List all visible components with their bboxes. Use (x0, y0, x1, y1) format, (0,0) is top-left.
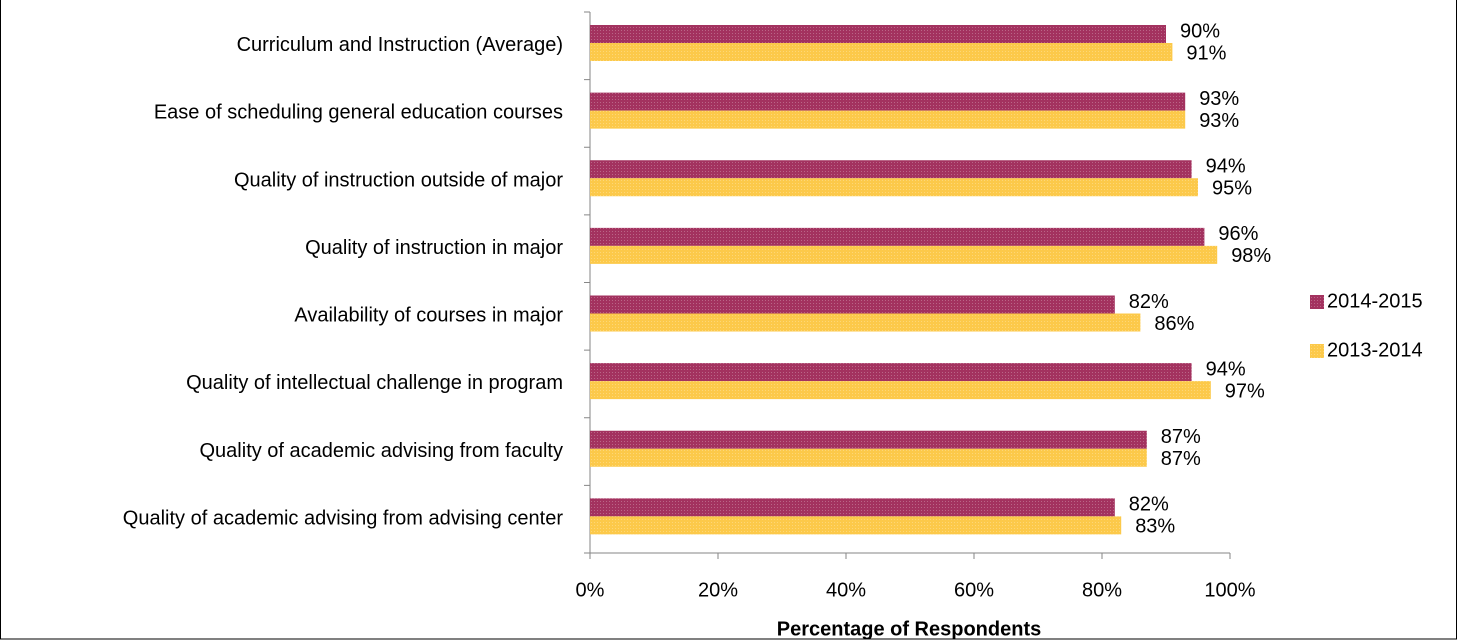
category-label: Quality of academic advising from facult… (200, 440, 564, 462)
category-label: Quality of instruction in major (305, 237, 563, 259)
bar-texture (590, 25, 1166, 43)
bar-texture (590, 178, 1198, 197)
bar-texture (590, 381, 1211, 400)
bar-texture (590, 295, 1115, 314)
bar-texture (590, 110, 1186, 129)
data-label: 86% (1154, 313, 1194, 335)
bar-texture (590, 313, 1141, 332)
data-label: 87% (1161, 426, 1201, 448)
bar-texture (590, 160, 1192, 179)
x-tick-label: 100% (1204, 579, 1255, 601)
x-axis-title: Percentage of Respondents (777, 618, 1042, 640)
x-tick-label: 60% (954, 579, 994, 601)
category-label: Availability of courses in major (294, 305, 563, 327)
category-label: Quality of instruction outside of major (234, 169, 563, 191)
category-label: Ease of scheduling general education cou… (154, 102, 563, 124)
data-label: 94% (1206, 358, 1246, 380)
data-label: 95% (1212, 178, 1252, 200)
x-tick-label: 20% (698, 579, 738, 601)
category-label: Quality of intellectual challenge in pro… (186, 372, 563, 394)
data-label: 83% (1135, 516, 1175, 538)
bar-texture (590, 43, 1173, 61)
data-label: 97% (1225, 380, 1265, 402)
bar-texture (590, 448, 1147, 467)
bar-texture (590, 245, 1218, 264)
data-label: 91% (1186, 42, 1226, 64)
legend-swatch-texture (1310, 344, 1324, 358)
bar-texture (590, 498, 1115, 517)
legend-label: 2014-2015 (1327, 290, 1423, 312)
bar-texture (590, 516, 1122, 535)
category-label: Quality of academic advising from advisi… (123, 507, 564, 529)
data-label: 93% (1199, 88, 1239, 110)
data-label: 93% (1199, 110, 1239, 132)
category-label: Curriculum and Instruction (Average) (237, 34, 563, 56)
x-tick-label: 80% (1082, 579, 1122, 601)
bar-texture (590, 227, 1205, 246)
data-label: 87% (1161, 448, 1201, 470)
data-label: 94% (1206, 156, 1246, 178)
data-label: 96% (1218, 223, 1258, 245)
data-label: 82% (1129, 291, 1169, 313)
data-label: 90% (1180, 20, 1220, 42)
legend-swatch-texture (1310, 295, 1324, 309)
x-tick-label: 40% (826, 579, 866, 601)
bar-texture (590, 363, 1192, 382)
x-tick-label: 0% (576, 579, 605, 601)
bar-texture (590, 430, 1147, 449)
data-label: 82% (1129, 494, 1169, 516)
bar-texture (590, 92, 1186, 111)
legend-label: 2013-2014 (1327, 339, 1423, 361)
data-label: 98% (1231, 245, 1271, 267)
